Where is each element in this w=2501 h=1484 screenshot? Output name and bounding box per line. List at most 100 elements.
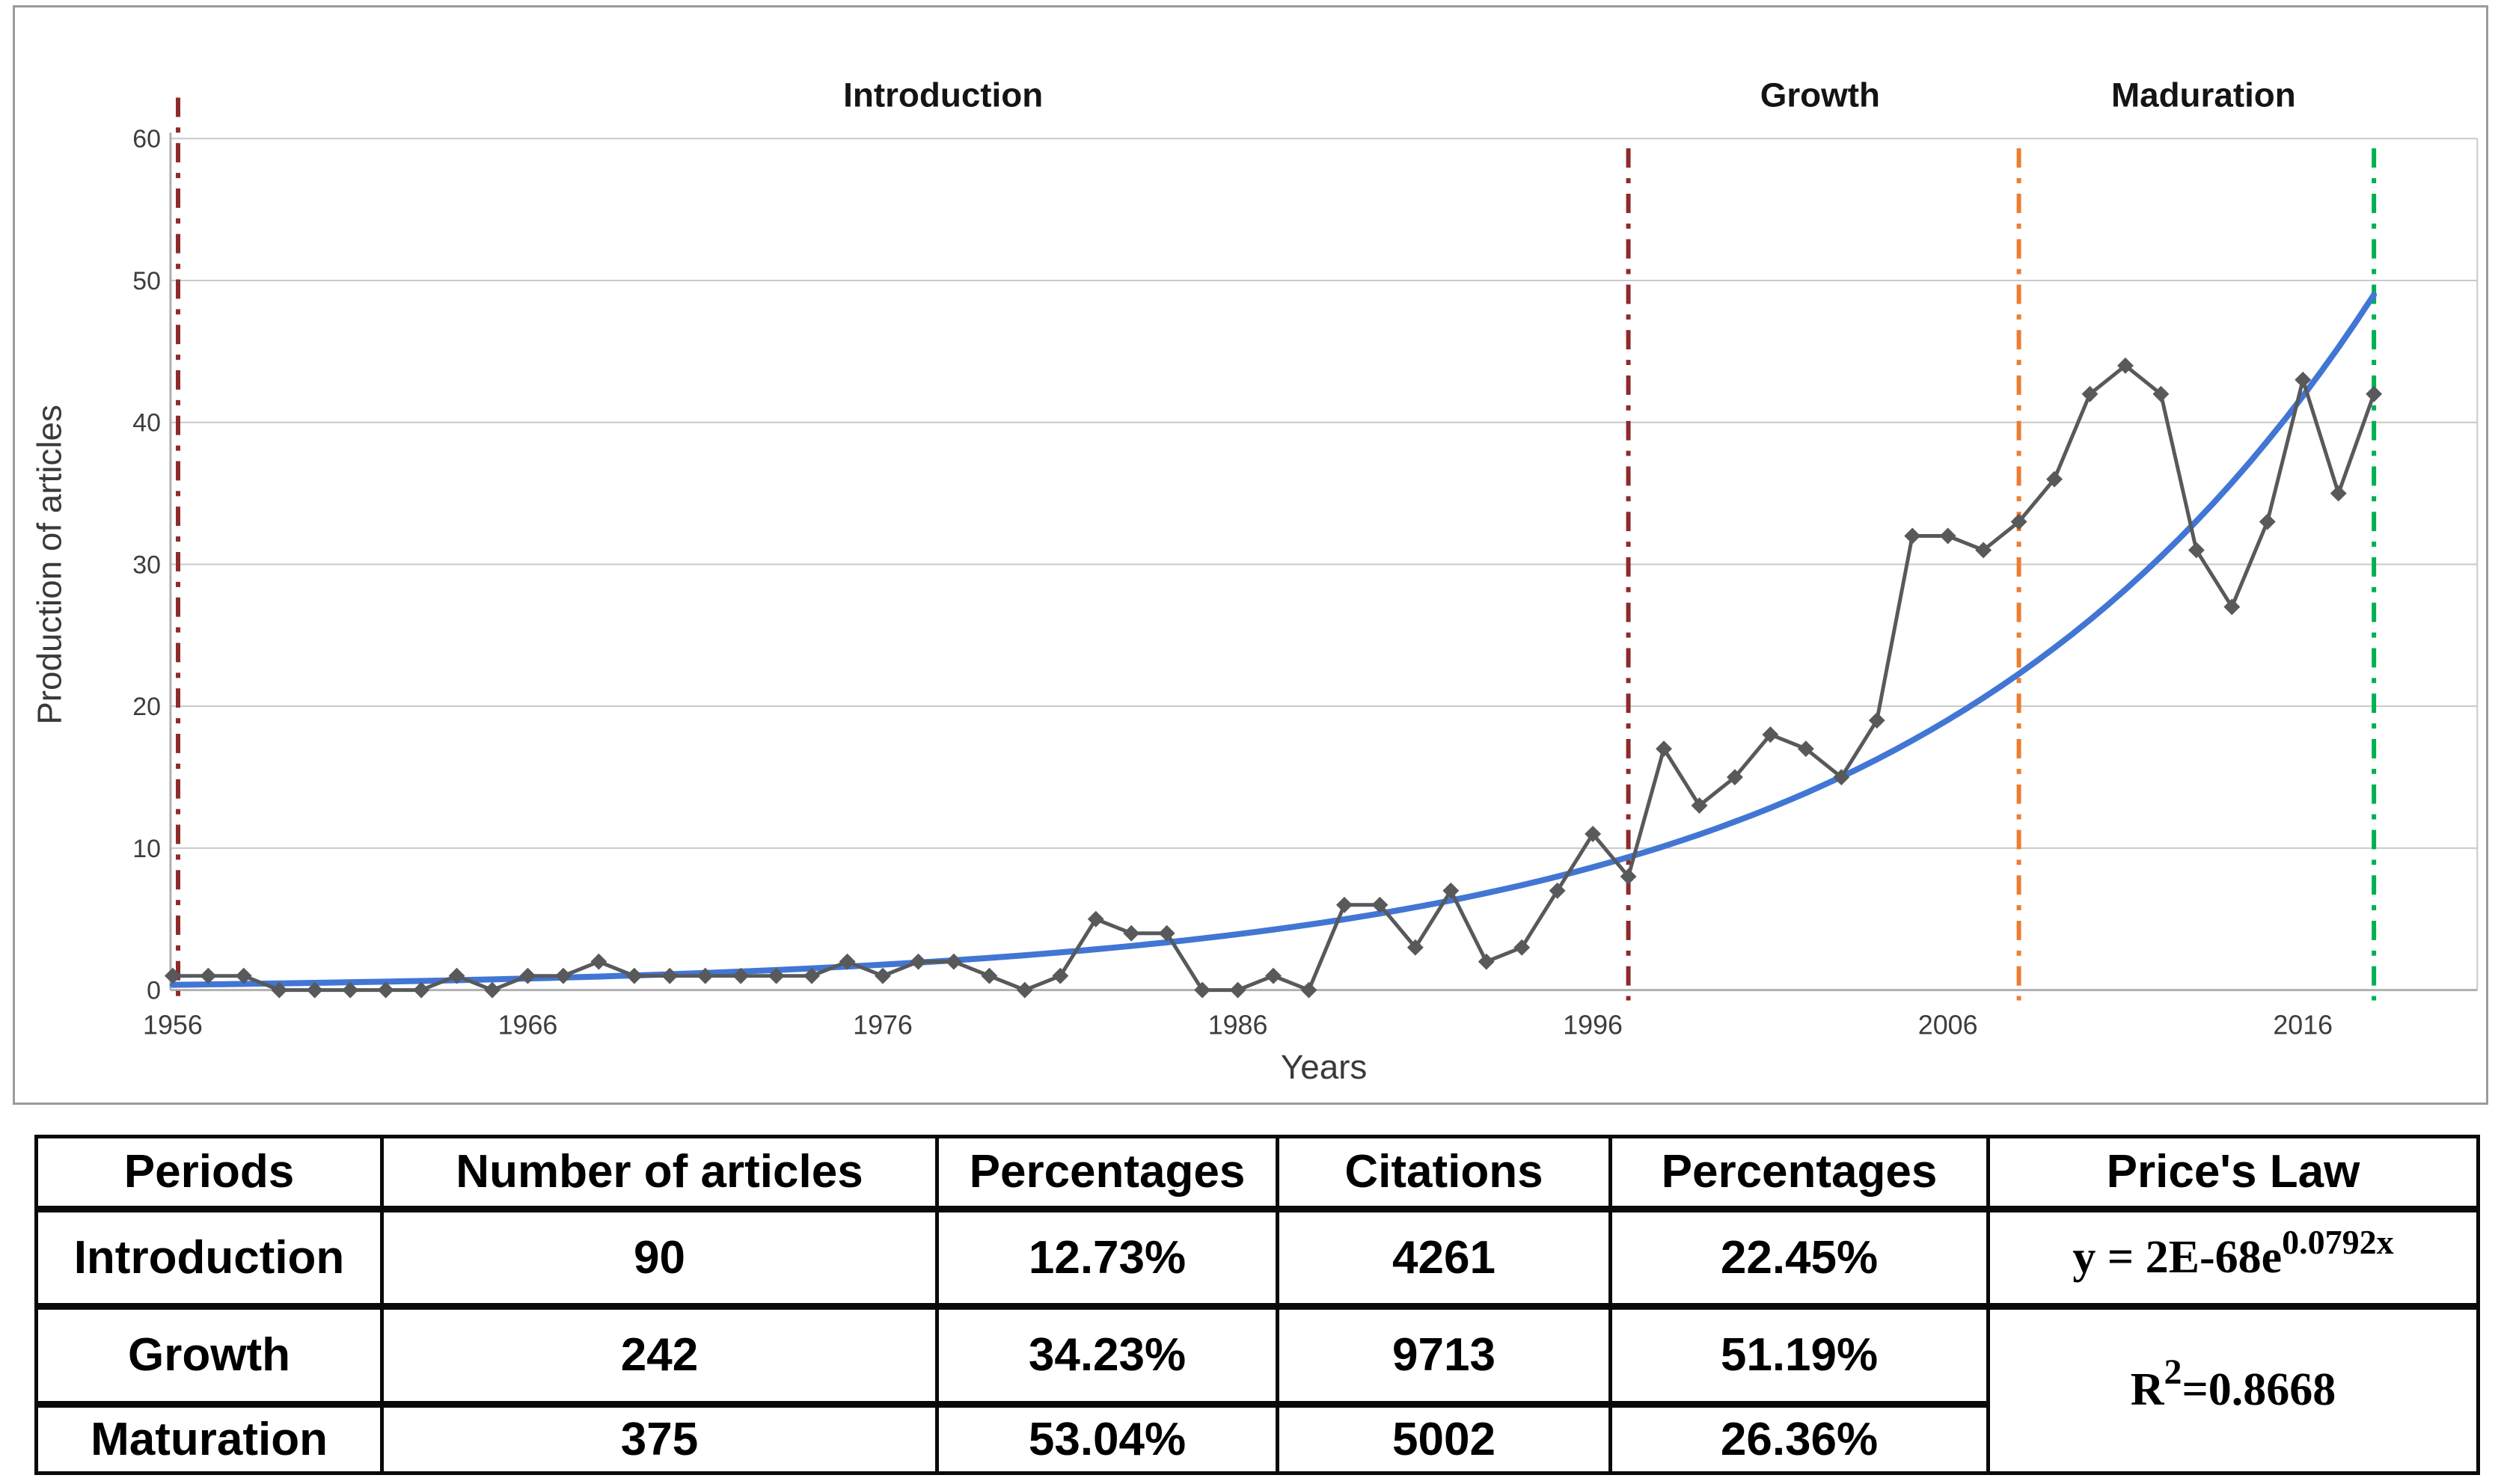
data-point-marker-2006: [1939, 527, 1956, 545]
y-tick-label-10: 10: [132, 835, 161, 863]
phase-label-maduration: Maduration: [2111, 76, 2296, 114]
r-sup: 2: [2164, 1352, 2182, 1392]
data-point-marker-2000: [1726, 769, 1743, 785]
data-point-marker-1984: [1158, 925, 1175, 942]
data-point-marker-1991: [1406, 939, 1424, 956]
data-point-marker-1989: [1335, 896, 1353, 913]
data-point-marker-1992: [1442, 882, 1460, 899]
data-point-marker-1965: [484, 981, 500, 999]
data-point-marker-2015: [2259, 513, 2276, 530]
r-label: R: [2130, 1364, 2164, 1416]
data-point-marker-2013: [2188, 542, 2205, 559]
y-tick-label-60: 60: [132, 125, 161, 153]
articles-value: 375: [380, 1401, 939, 1475]
x-tick-label-1996: 1996: [1563, 1010, 1623, 1040]
data-point-marker-1960: [306, 981, 323, 999]
period-label: Introduction: [34, 1206, 384, 1308]
col-header-citations-pct: Percentages: [1608, 1135, 1990, 1211]
x-tick-label-1956: 1956: [143, 1010, 203, 1040]
citations-pct: 51.19%: [1608, 1303, 1990, 1406]
data-point-marker-1968: [590, 953, 607, 970]
data-point-marker-2003: [1833, 769, 1850, 785]
data-point-marker-1967: [554, 967, 572, 984]
data-point-marker-2011: [2117, 357, 2134, 374]
table-header-row: Periods Number of articles Percentages C…: [34, 1135, 2480, 1211]
data-point-marker-1971: [697, 967, 714, 984]
col-header-prices-law: Price's Law: [1986, 1135, 2480, 1211]
col-header-citations: Citations: [1276, 1135, 1612, 1211]
x-tick-label-1976: 1976: [853, 1010, 913, 1040]
formula-exponent: 0.0792x: [2282, 1222, 2394, 1261]
trend-line: [169, 292, 2378, 988]
x-tick-label-1986: 1986: [1208, 1010, 1268, 1040]
data-point-marker-1977: [910, 953, 927, 970]
y-tick-label-30: 30: [132, 551, 161, 579]
x-tick-label-1966: 1966: [498, 1010, 558, 1040]
data-point-marker-1983: [1123, 925, 1140, 942]
data-point-marker-1969: [625, 967, 643, 984]
data-point-marker-1987: [1265, 967, 1282, 984]
data-point-marker-1980: [1016, 981, 1033, 999]
data-point-marker-1999: [1691, 797, 1708, 814]
data-point-marker-2010: [2081, 385, 2099, 402]
data-point-marker-1979: [981, 967, 998, 984]
y-axis-title: Production of articles: [31, 405, 69, 725]
col-header-articles: Number of articles: [380, 1135, 939, 1211]
data-point-marker-1973: [768, 967, 785, 984]
articles-pct: 34.23%: [935, 1303, 1279, 1406]
table-row-introduction: Introduction 90 12.73% 4261 22.45% y = 2…: [34, 1206, 2480, 1308]
data-point-marker-1986: [1229, 981, 1246, 999]
periods-table: Periods Number of articles Percentages C…: [34, 1135, 2480, 1475]
data-point-marker-2012: [2152, 385, 2170, 402]
y-tick-label-20: 20: [132, 693, 161, 721]
data-point-marker-1981: [1052, 967, 1069, 984]
r-squared-value: R2=0.8668: [1986, 1303, 2480, 1475]
x-axis-title: Years: [1281, 1048, 1367, 1086]
phase-label-introduction: Introduction: [843, 76, 1043, 114]
data-point-marker-1956: [164, 967, 181, 984]
articles-value: 90: [380, 1206, 939, 1308]
citations-value: 5002: [1276, 1401, 1612, 1475]
table-row-maturation: Maturation 375 53.04% 5002 26.36%: [34, 1401, 2479, 1475]
table-row-growth: Growth 242 34.23% 9713 51.19% R2=0.8668: [34, 1303, 2480, 1475]
production-chart: 0 10 20 30 40 50 60 1956 1966 1976 1986 1996 2006 201…: [31, 76, 2479, 1086]
data-point-marker-1970: [661, 967, 679, 984]
data-point-marker-1961: [342, 981, 359, 999]
citations-value: 4261: [1276, 1206, 1612, 1308]
data-point-marker-2016: [2295, 371, 2312, 388]
chart-panel: 0 10 20 30 40 50 60 1956 1966 1976 1986 1996 2006 201…: [13, 5, 2488, 1105]
data-point-marker-1995: [1549, 882, 1566, 899]
phase-label-growth: Growth: [1760, 76, 1880, 114]
data-point-marker-1963: [413, 981, 430, 999]
col-header-articles-pct: Percentages: [935, 1135, 1279, 1211]
articles-pct: 53.04%: [935, 1401, 1279, 1475]
formula-base: y = 2E-68e: [2072, 1231, 2283, 1283]
data-point-marker-1976: [875, 967, 891, 984]
data-point-marker-1962: [377, 981, 394, 999]
data-point-marker-2005: [1904, 527, 1921, 545]
data-point-marker-1978: [945, 953, 962, 970]
data-point-marker-2007: [1975, 542, 1992, 559]
articles-value: 242: [380, 1303, 939, 1406]
articles-series-line: [172, 364, 2376, 993]
data-point-marker-1993: [1478, 953, 1495, 970]
data-point-marker-1974: [803, 967, 821, 984]
citations-pct: 26.36%: [1608, 1401, 1990, 1475]
data-point-marker-2017: [2330, 485, 2347, 502]
data-point-marker-1997: [1620, 868, 1637, 885]
data-point-marker-1959: [271, 981, 288, 999]
x-tick-label-2016: 2016: [2273, 1010, 2333, 1040]
period-label: Maturation: [34, 1401, 384, 1475]
data-point-marker-2008: [2010, 513, 2027, 530]
data-point-marker-2018: [2366, 385, 2383, 402]
y-tick-label-40: 40: [132, 409, 161, 438]
data-point-marker-1982: [1087, 910, 1104, 927]
citations-pct: 22.45%: [1608, 1206, 1990, 1308]
col-header-periods: Periods: [34, 1135, 384, 1211]
articles-pct: 12.73%: [935, 1206, 1279, 1308]
r-value: =0.8668: [2182, 1364, 2336, 1416]
period-label: Growth: [34, 1303, 384, 1406]
prices-law-formula: y = 2E-68e0.0792x: [1986, 1206, 2480, 1308]
y-tick-label-0: 0: [147, 977, 161, 1005]
